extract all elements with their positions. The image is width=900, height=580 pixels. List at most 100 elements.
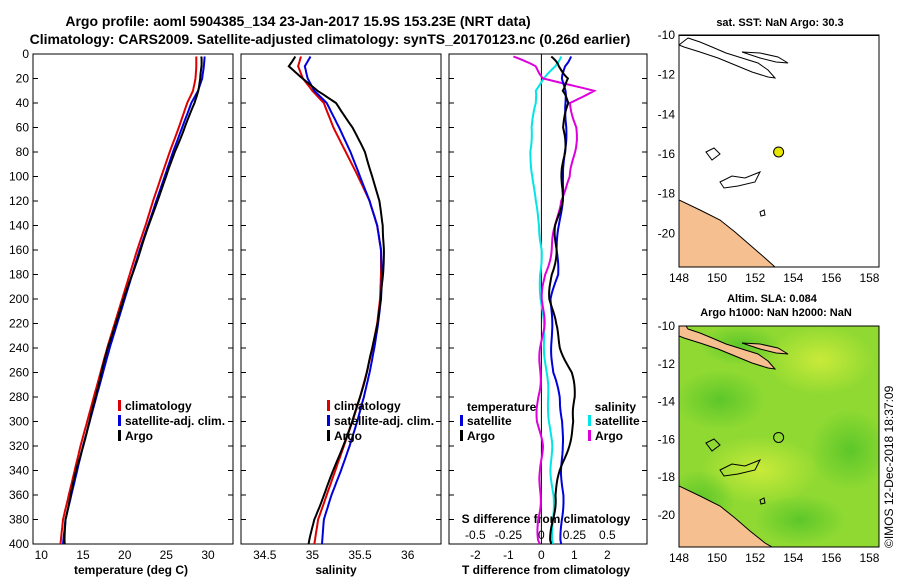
depth-tick-label: 40 (16, 96, 30, 110)
lon-tick-label: 156 (821, 271, 841, 285)
argo-location-marker (773, 431, 785, 443)
t-difference-axis-label: T difference from climatology (462, 563, 630, 577)
legend-swatch-climatology (327, 400, 330, 411)
salinity-tick-label: 34.5 (253, 548, 277, 562)
salinity-satellite-diff-line (529, 56, 563, 544)
legend-climatology: climatology (125, 399, 192, 413)
australia-land (679, 200, 775, 267)
depth-tick-label: 360 (9, 488, 29, 502)
depth-tick-label: 320 (9, 439, 29, 453)
sla-map-title-line2: Argo h1000: NaN h2000: NaN (700, 307, 852, 319)
legend-argo: Argo (334, 429, 362, 443)
lat-tick-label: -12 (658, 68, 676, 82)
depth-tick-label: 20 (16, 72, 30, 86)
legend-title-temperature: temperature (467, 400, 537, 414)
reef-outline (705, 147, 721, 161)
sst-map-frame (678, 34, 880, 268)
legend-t-satellite: satellite (467, 414, 512, 428)
sla-map-title-line1: Altim. SLA: 0.084 (727, 293, 818, 305)
legend-swatch-s-satellite (588, 415, 591, 426)
reef-outline (759, 209, 766, 217)
lon-tick-label: 150 (707, 551, 727, 565)
argo-location-marker (773, 146, 785, 158)
s-diff-tick-label: 0.5 (599, 528, 616, 542)
legend-satellite: satellite-adj. clim. (334, 414, 434, 428)
temperature-tick-label: 25 (160, 548, 174, 562)
legend-climatology: climatology (334, 399, 401, 413)
temperature-panel-frame (32, 53, 234, 545)
temperature-x-axis: 10 15 20 25 30 (35, 548, 215, 562)
lat-tick-label: -14 (658, 395, 676, 409)
legend-swatch-argo (118, 430, 121, 441)
lat-tick-label: -12 (658, 357, 676, 371)
sst-map-area (679, 35, 879, 267)
legend-swatch-climatology (118, 400, 121, 411)
png-land (679, 326, 777, 370)
lon-tick-label: 158 (859, 551, 879, 565)
s-diff-tick-label: 0.25 (563, 528, 587, 542)
reef-outline (719, 171, 762, 189)
temperature-climatology-line (59, 56, 198, 544)
sst-map-axes: -10 -12 -14 -16 -18 -20 148 150 152 154 … (658, 28, 880, 285)
depth-tick-label: 280 (9, 390, 29, 404)
depth-tick-label: 180 (9, 268, 29, 282)
figure-title-line1: Argo profile: aoml 5904385_134 23-Jan-20… (65, 13, 530, 29)
temperature-argo-diff-line (548, 55, 576, 544)
difference-panel-frame (448, 53, 648, 545)
legend-title-salinity: salinity (595, 400, 637, 414)
depth-tick-label: 380 (9, 513, 29, 527)
island-outline (741, 51, 789, 64)
depth-tick-label: 340 (9, 464, 29, 478)
lon-tick-label: 148 (669, 271, 689, 285)
depth-axis: 0 20 40 60 80 100 120 140 160 180 200 220 240 260 280 3… (9, 47, 647, 551)
legend-argo: Argo (125, 429, 153, 443)
salinity-axis-label: salinity (315, 563, 357, 577)
lat-tick-label: -14 (658, 107, 676, 121)
png-coast (679, 37, 777, 79)
lat-tick-label: -16 (658, 432, 676, 446)
legend-swatch-satellite (327, 415, 330, 426)
lon-tick-label: 152 (745, 271, 765, 285)
depth-tick-label: 200 (9, 292, 29, 306)
temperature-tick-label: 20 (118, 548, 132, 562)
sla-map-area (679, 326, 879, 547)
salinity-tick-label: 35 (306, 548, 320, 562)
s-diff-tick-label: -0.5 (465, 528, 486, 542)
lat-tick-label: -18 (658, 470, 676, 484)
s-diff-tick-label: -0.25 (495, 528, 523, 542)
lat-tick-label: -10 (658, 319, 676, 333)
imos-credit: ©IMOS 12-Dec-2018 18:37:09 (882, 385, 896, 548)
depth-tick-label: 120 (9, 194, 29, 208)
depth-tick-label: 220 (9, 317, 29, 331)
salinity-argo-line (287, 55, 385, 544)
depth-tick-label: 260 (9, 366, 29, 380)
temperature-legend: climatology satellite-adj. clim. Argo (118, 399, 225, 443)
t-diff-tick-label: 1 (571, 548, 578, 562)
salinity-legend: climatology satellite-adj. clim. Argo (327, 399, 434, 443)
difference-x-axis: -2 -1 0 1 2 (470, 548, 611, 562)
lon-tick-label: 148 (669, 551, 689, 565)
t-diff-tick-label: 0 (538, 548, 545, 562)
reef-outline (759, 497, 766, 505)
lon-tick-label: 150 (707, 271, 727, 285)
temperature-tick-label: 15 (76, 548, 90, 562)
legend-swatch-t-argo (460, 430, 463, 441)
depth-tick-label: 100 (9, 170, 29, 184)
depth-tick-label: 300 (9, 415, 29, 429)
temperature-tick-label: 30 (201, 548, 215, 562)
sst-map-title: sat. SST: NaN Argo: 30.3 (716, 17, 843, 29)
legend-t-argo: Argo (467, 429, 495, 443)
lat-tick-label: -10 (658, 28, 676, 42)
depth-tick-label: 60 (16, 121, 30, 135)
legend-swatch-argo (327, 430, 330, 441)
salinity-x-axis: 34.5 35 35.5 36 (253, 548, 415, 562)
legend-s-argo: Argo (595, 429, 623, 443)
t-diff-tick-label: -1 (503, 548, 514, 562)
temperature-axis-label: temperature (deg C) (74, 563, 188, 577)
t-diff-tick-label: 2 (604, 548, 611, 562)
island-land (741, 342, 789, 355)
legend-s-satellite: satellite (595, 414, 640, 428)
reef-outline (719, 459, 762, 477)
sla-map-axes: -10 -12 -14 -16 -18 -20 148 150 152 154 … (658, 319, 880, 565)
depth-tick-label: 0 (22, 47, 29, 61)
